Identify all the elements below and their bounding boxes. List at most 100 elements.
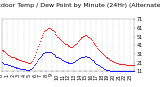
Point (131, 65, 134, 66)
Point (28, 69, 31, 70)
Point (130, 71, 133, 72)
Point (32, 66, 34, 68)
Point (113, 61, 115, 62)
Point (76, 59, 78, 61)
Point (24, 61, 27, 62)
Point (12, 57, 15, 58)
Point (114, 71, 116, 72)
Point (3, 51, 6, 52)
Point (122, 71, 124, 72)
Point (57, 57, 60, 58)
Point (4, 52, 7, 53)
Point (123, 71, 125, 72)
Point (102, 67, 104, 69)
Point (133, 65, 136, 66)
Point (116, 62, 119, 63)
Point (76, 58, 79, 60)
Point (128, 71, 130, 72)
Point (120, 71, 123, 72)
Point (43, 52, 46, 54)
Point (33, 57, 35, 58)
Point (116, 62, 118, 63)
Point (108, 70, 111, 71)
Point (64, 60, 66, 62)
Point (58, 58, 60, 59)
Point (78, 38, 81, 40)
Point (74, 60, 76, 62)
Point (27, 69, 30, 70)
Point (57, 37, 60, 38)
Point (88, 57, 90, 58)
Point (73, 61, 75, 62)
Point (6, 64, 8, 65)
Point (85, 34, 87, 35)
Point (100, 52, 102, 53)
Point (124, 64, 126, 65)
Point (0, 49, 3, 50)
Point (107, 58, 110, 59)
Point (125, 71, 127, 72)
Point (94, 45, 97, 46)
Point (53, 31, 56, 33)
Point (21, 68, 23, 69)
Point (24, 69, 27, 70)
Point (106, 58, 109, 59)
Point (69, 62, 72, 63)
Point (96, 64, 99, 65)
Point (117, 63, 120, 64)
Point (39, 38, 42, 39)
Point (59, 58, 61, 59)
Point (20, 68, 22, 69)
Point (50, 29, 53, 30)
Point (124, 71, 126, 72)
Point (51, 30, 54, 31)
Point (75, 59, 77, 61)
Point (35, 52, 37, 53)
Point (64, 43, 66, 44)
Point (53, 54, 56, 56)
Point (6, 53, 8, 55)
Point (128, 65, 130, 66)
Point (50, 52, 53, 54)
Point (10, 56, 12, 57)
Point (54, 33, 57, 35)
Point (47, 52, 49, 53)
Point (88, 58, 91, 59)
Point (100, 66, 102, 68)
Point (50, 28, 52, 29)
Point (119, 63, 122, 64)
Point (18, 59, 20, 61)
Point (25, 61, 28, 62)
Point (122, 64, 124, 65)
Point (102, 54, 105, 56)
Point (15, 58, 18, 60)
Point (10, 65, 12, 67)
Point (41, 53, 44, 55)
Point (52, 53, 55, 55)
Point (36, 58, 39, 60)
Point (38, 56, 41, 57)
Point (72, 61, 74, 62)
Point (46, 52, 48, 53)
Point (90, 59, 93, 61)
Point (77, 39, 80, 41)
Point (68, 45, 71, 47)
Point (93, 43, 96, 44)
Point (55, 34, 58, 35)
Point (81, 36, 84, 37)
Point (129, 65, 132, 66)
Point (44, 52, 47, 53)
Point (43, 31, 46, 32)
Point (116, 71, 118, 72)
Point (7, 54, 9, 56)
Point (112, 71, 114, 72)
Point (11, 56, 13, 57)
Point (85, 55, 87, 56)
Point (101, 66, 103, 68)
Point (5, 52, 8, 54)
Point (3, 63, 6, 64)
Point (50, 52, 52, 53)
Point (89, 58, 92, 60)
Point (47, 27, 49, 29)
Point (14, 66, 17, 68)
